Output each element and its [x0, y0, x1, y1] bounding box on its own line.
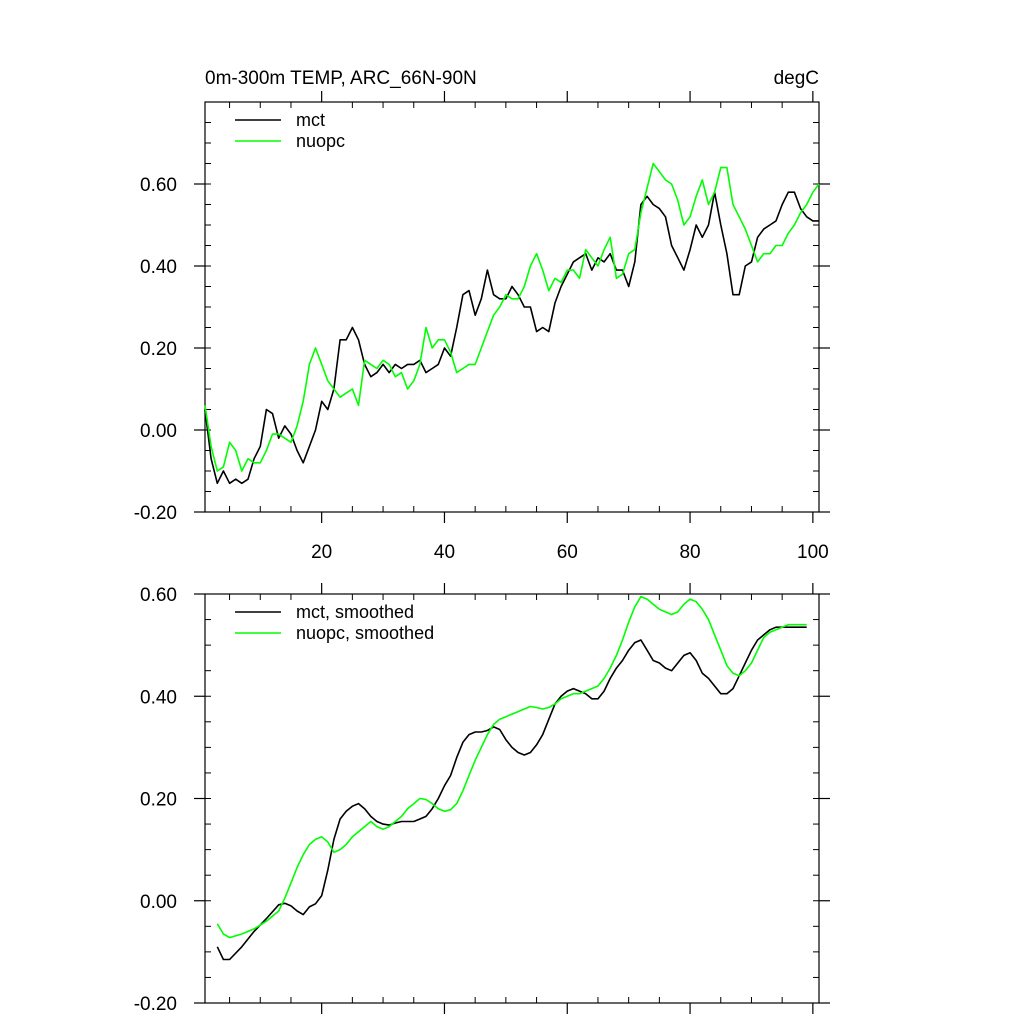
- y-tick-label: 0.40: [140, 687, 177, 708]
- y-tick-label: 0.40: [140, 257, 177, 278]
- y-tick-label: -0.20: [134, 994, 177, 1015]
- x-tick-label: 20: [311, 542, 332, 563]
- series-line-mct: [204, 191, 819, 485]
- chart-title: 0m-300m TEMP, ARC_66N-90N: [205, 68, 477, 89]
- x-tick-label: 60: [557, 542, 578, 563]
- x-tick-label: 80: [679, 542, 700, 563]
- plot-frame: [204, 593, 820, 1004]
- y-tick-label: 0.20: [140, 790, 177, 811]
- units-label: degC: [774, 68, 819, 89]
- x-tick-label: 100: [797, 542, 829, 563]
- top-panel: -0.20 0.00 0.20 0.40 0.60 20 40 60 80 100 0m-300m …: [134, 68, 830, 563]
- series-line-nuopc: [204, 162, 820, 472]
- y-tick-label: 0.00: [140, 892, 177, 913]
- y-tick-label: 0.60: [140, 585, 177, 606]
- legend-label: nuopc, smoothed: [296, 623, 434, 643]
- bottom-panel: -0.20 0.00 0.20 0.40 0.60 mct, smoothednuopc,…: [134, 583, 830, 1015]
- y-tick-label: 0.00: [140, 421, 177, 442]
- y-tick-label: 0.60: [140, 175, 177, 196]
- y-tick-label: 0.20: [140, 339, 177, 360]
- legend-label: mct, smoothed: [296, 602, 414, 622]
- series-line-mct-smoothed: [216, 626, 807, 961]
- legend-label: nuopc: [296, 131, 345, 151]
- y-tick-label: -0.20: [134, 503, 177, 524]
- x-tick-label: 40: [434, 542, 455, 563]
- series-line-nuopc-smoothed: [216, 595, 807, 939]
- legend-label: mct: [296, 110, 325, 130]
